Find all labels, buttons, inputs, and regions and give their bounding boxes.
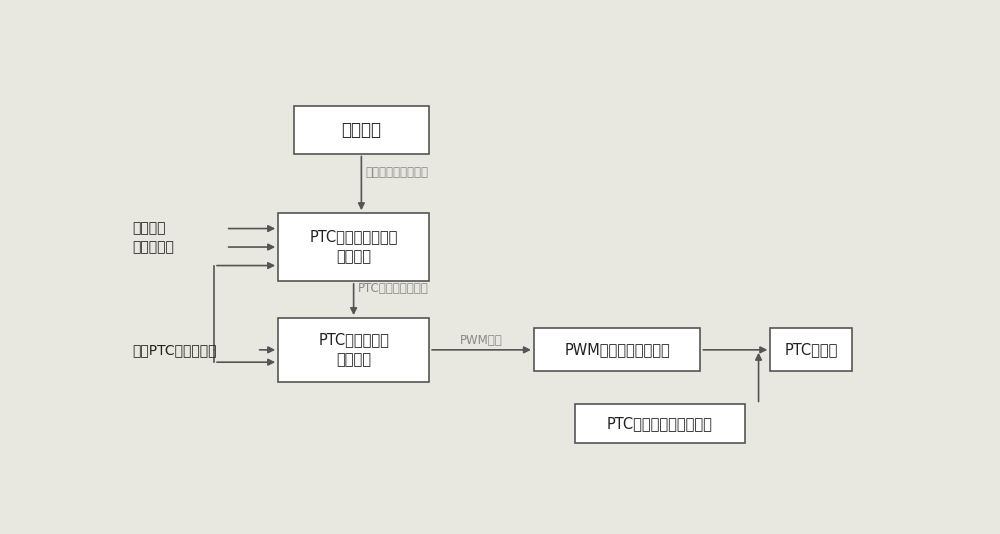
- Text: PTC加热器目标温度
确定模块: PTC加热器目标温度 确定模块: [309, 230, 398, 264]
- Text: 实际PTC加热器温度: 实际PTC加热器温度: [133, 343, 217, 357]
- Text: PWM信号: PWM信号: [460, 334, 503, 347]
- Text: PTC加热器信号
控制模块: PTC加热器信号 控制模块: [318, 333, 389, 367]
- Text: 自动控制: 自动控制: [341, 121, 381, 139]
- Text: PTC加热器: PTC加热器: [784, 342, 838, 357]
- Text: PTC加热器目标温度: PTC加热器目标温度: [358, 282, 428, 295]
- Bar: [278, 213, 429, 281]
- Text: PWM输出爬坡设置模块: PWM输出爬坡设置模块: [564, 342, 670, 357]
- Text: 鼓风机风速: 鼓风机风速: [133, 240, 175, 254]
- Bar: [294, 106, 429, 153]
- Bar: [770, 328, 852, 372]
- Bar: [278, 318, 429, 382]
- Text: 车外温度: 车外温度: [133, 222, 166, 235]
- Bar: [574, 404, 745, 443]
- Text: 出风口车内目标温度: 出风口车内目标温度: [365, 166, 428, 179]
- Text: PTC加热器开启控制模块: PTC加热器开启控制模块: [607, 417, 713, 431]
- Bar: [534, 328, 700, 372]
